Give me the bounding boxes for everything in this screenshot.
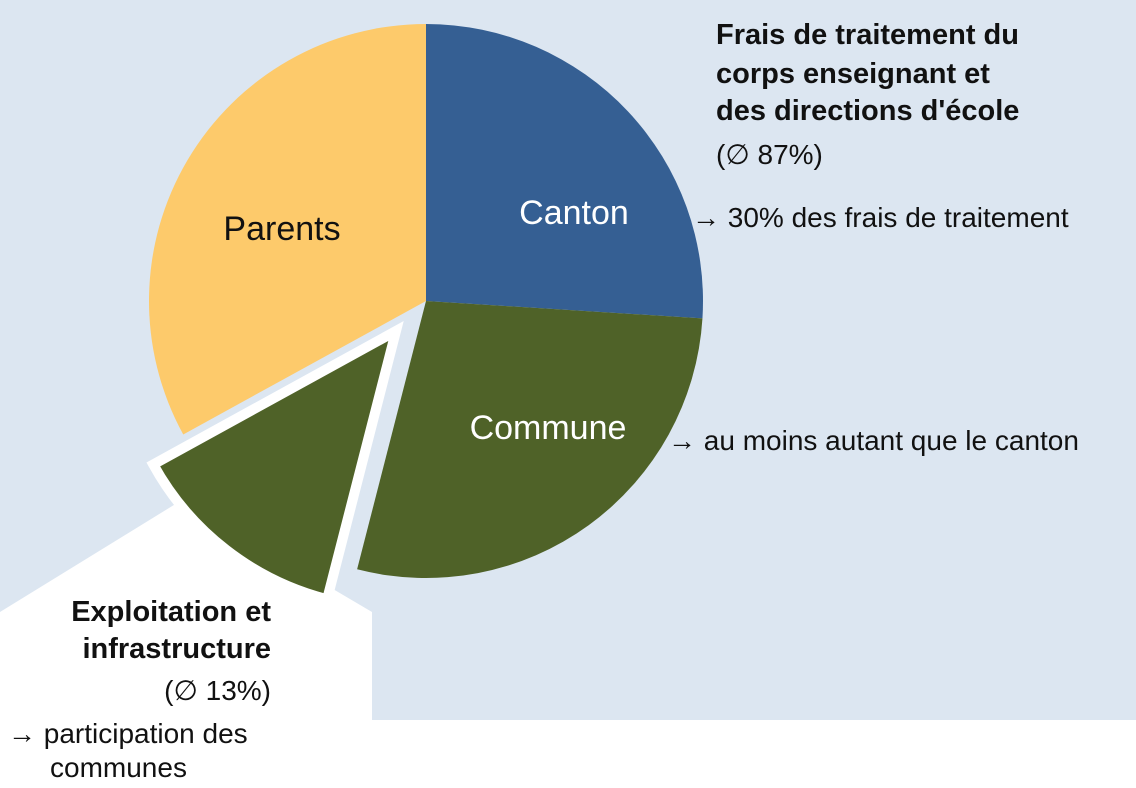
frais-title-line2: corps enseignant et [716, 58, 990, 90]
frais-share: (∅ 87%) [716, 139, 823, 170]
exploitation-note-line1: → participation des [8, 718, 248, 749]
commune-note: → au moins autant que le canton [668, 425, 1079, 456]
pie-label-canton: Canton [519, 194, 629, 232]
pie-label-parents: Parents [223, 210, 340, 248]
pie-slice-exploitation [146, 321, 404, 606]
pie-slice-parents [148, 24, 426, 435]
exploitation-share: (∅ 13%) [164, 675, 271, 706]
pie-slice-commune [357, 301, 703, 578]
exploitation-note-line2: communes [50, 752, 187, 783]
exploitation-title-line2: infrastructure [82, 633, 271, 665]
pie-label-commune: Commune [470, 409, 627, 447]
canton-note: → 30% des frais de traitement [692, 202, 1069, 233]
frais-title-line1: Frais de traitement du [716, 19, 1019, 51]
frais-title-line3: des directions d'école [716, 95, 1020, 127]
pie-slice-labels: Canton Commune Parents [223, 194, 628, 447]
exploitation-title-line1: Exploitation et [71, 596, 271, 628]
pie-slices [146, 24, 703, 606]
pie-slice-canton [426, 24, 703, 319]
